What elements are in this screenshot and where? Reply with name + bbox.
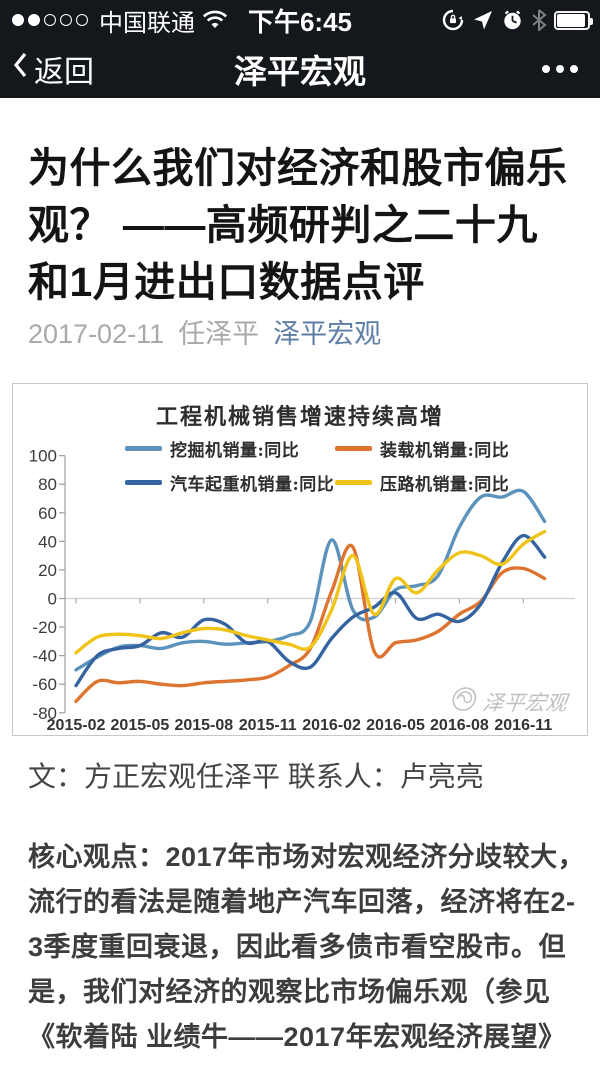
watermark-logo-icon — [449, 686, 479, 717]
svg-text:2016-11: 2016-11 — [494, 717, 552, 734]
legend-swatch — [125, 446, 162, 451]
svg-text:-80: -80 — [32, 704, 57, 723]
article: 为什么我们对经济和股市偏乐观？ ——高频研判之二十九和1月进出口数据点评 201… — [0, 140, 600, 1067]
byline: 文：方正宏观任泽平 联系人：卢亮亮 — [28, 761, 484, 792]
chart-image: 工程机械销售增速持续高增 挖掘机销量:同比 装载机销量:同比汽车起重机销量:同比 压… — [12, 383, 588, 736]
legend-label: 汽车起重机销量:同比 — [170, 475, 335, 495]
signal-strength-icon — [12, 14, 88, 26]
chart-legend: 挖掘机销量:同比 装载机销量:同比汽车起重机销量:同比 压路机销量:同比 — [125, 436, 509, 495]
legend-label: 压路机销量:同比 — [380, 475, 510, 495]
alarm-clock-icon — [501, 9, 524, 32]
more-menu-button[interactable] — [542, 65, 578, 73]
bluetooth-icon — [531, 9, 547, 31]
svg-text:-60: -60 — [32, 675, 57, 694]
page-title: 泽平宏观 — [234, 53, 366, 90]
body-line: 是，我们对经济的观察比市场偏乐观（参见 — [28, 977, 551, 1007]
svg-text:20: 20 — [38, 561, 57, 580]
body-line: 2016.12.7）：经济“软着陆”，短期W型，中 — [28, 1060, 572, 1067]
chevron-left-icon — [12, 51, 28, 87]
body-line: 流行的看法是随着地产汽车回落，经济将在2- — [28, 887, 576, 917]
svg-text:2016-02: 2016-02 — [302, 717, 361, 734]
legend-swatch — [125, 480, 162, 485]
legend-swatch — [335, 480, 372, 485]
body-line: 《软着陆 业绩牛——2017年宏观经济展望》 — [28, 1022, 566, 1052]
svg-text:80: 80 — [38, 475, 57, 494]
author-name: 任泽平 — [178, 319, 260, 349]
clock-time: 下午6:45 — [247, 6, 353, 37]
location-icon — [472, 9, 494, 31]
legend-item: 压路机销量:同比 — [335, 470, 509, 495]
legend-item: 装载机销量:同比 — [335, 436, 509, 461]
svg-text:-40: -40 — [32, 647, 57, 666]
svg-text:60: 60 — [38, 504, 57, 523]
svg-text:2015-05: 2015-05 — [111, 717, 170, 734]
svg-text:40: 40 — [38, 532, 57, 551]
svg-text:0: 0 — [48, 590, 57, 609]
article-title: 为什么我们对经济和股市偏乐观？ ——高频研判之二十九和1月进出口数据点评 — [28, 145, 568, 305]
account-link[interactable]: 泽平宏观 — [273, 319, 382, 349]
wifi-icon — [202, 10, 228, 30]
legend-label: 挖掘机销量:同比 — [170, 441, 300, 461]
svg-text:2015-02: 2015-02 — [47, 717, 106, 734]
back-button[interactable]: 返回 — [0, 47, 94, 91]
legend-item: 汽车起重机销量:同比 — [125, 470, 335, 495]
svg-text:2015-11: 2015-11 — [239, 717, 297, 734]
back-label: 返回 — [34, 56, 94, 89]
svg-text:2015-08: 2015-08 — [174, 717, 233, 734]
chart-watermark: 泽平宏观 — [449, 686, 569, 717]
watermark-text: 泽平宏观 — [481, 690, 569, 715]
article-meta: 2017-02-11 任泽平 泽平宏观 — [28, 317, 572, 351]
body-line: 核心观点：2017年市场对宏观经济分歧较大， — [28, 842, 586, 872]
battery-icon — [554, 10, 593, 30]
svg-text:100: 100 — [29, 447, 57, 466]
orientation-lock-icon — [441, 8, 465, 32]
nav-bar: 返回 泽平宏观 — [0, 40, 600, 98]
carrier-label: 中国联通 — [99, 9, 195, 37]
svg-text:-20: -20 — [32, 618, 57, 637]
body-line: 3季度重回衰退，因此看多债市看空股市。但 — [28, 932, 567, 962]
svg-text:2016-05: 2016-05 — [366, 717, 425, 734]
svg-text:2016-08: 2016-08 — [430, 717, 489, 734]
article-body: 核心观点：2017年市场对宏观经济分歧较大， 流行的看法是随着地产汽车回落，经济… — [28, 835, 586, 1067]
legend-swatch — [335, 446, 372, 451]
legend-label: 装载机销量:同比 — [380, 441, 510, 461]
chart-title: 工程机械销售增速持续高增 — [155, 404, 444, 430]
status-bar: 中国联通 下午6:45 — [0, 0, 600, 40]
publish-date: 2017-02-11 — [28, 319, 165, 349]
legend-item: 挖掘机销量:同比 — [125, 436, 335, 461]
